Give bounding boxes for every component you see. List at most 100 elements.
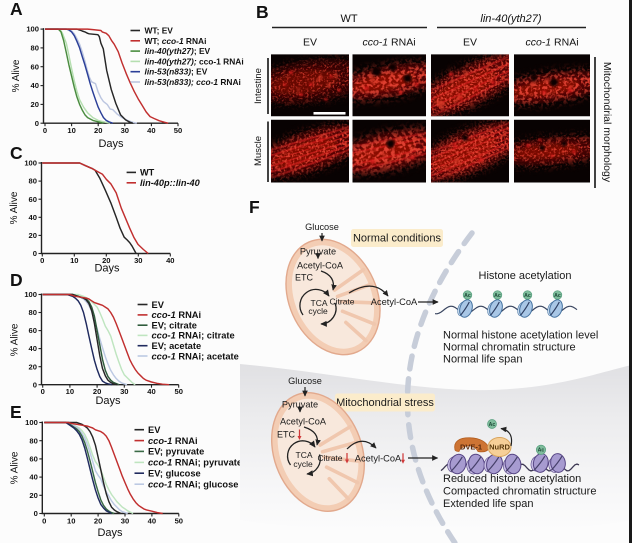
- svg-text:EV; pyruvate: EV; pyruvate: [148, 447, 204, 457]
- svg-text:WT; EV: WT; EV: [145, 26, 174, 36]
- svg-text:Intestine: Intestine: [253, 68, 264, 104]
- svg-text:E: E: [10, 402, 22, 422]
- svg-text:40: 40: [147, 387, 155, 396]
- svg-text:EV; citrate: EV; citrate: [152, 321, 197, 331]
- svg-text:% Alive: % Alive: [11, 59, 22, 92]
- svg-text:EV: EV: [303, 37, 317, 49]
- svg-text:Compacted chromatin structure: Compacted chromatin structure: [443, 486, 596, 498]
- svg-text:Glucose: Glucose: [305, 222, 339, 232]
- svg-text:Citrate: Citrate: [329, 297, 354, 307]
- svg-text:cco-1 RNAi: cco-1 RNAi: [525, 37, 578, 49]
- svg-text:40: 40: [166, 256, 174, 265]
- svg-text:% Alive: % Alive: [10, 323, 21, 356]
- svg-text:Acetyl-CoA: Acetyl-CoA: [371, 297, 418, 307]
- svg-text:ETC: ETC: [277, 430, 296, 440]
- svg-text:lin-53(n833); EV: lin-53(n833); EV: [145, 67, 208, 77]
- svg-text:40: 40: [147, 126, 155, 135]
- svg-text:100: 100: [26, 25, 39, 34]
- svg-text:WT; cco-1 RNAi: WT; cco-1 RNAi: [145, 36, 207, 46]
- svg-text:50: 50: [174, 126, 182, 135]
- svg-text:Histone acetylation: Histone acetylation: [479, 270, 572, 282]
- svg-text:Ac: Ac: [524, 293, 531, 299]
- svg-text:Normal conditions: Normal conditions: [353, 233, 442, 245]
- svg-text:Days: Days: [97, 527, 123, 539]
- svg-text:Days: Days: [95, 395, 121, 407]
- svg-text:A: A: [10, 0, 23, 19]
- svg-text:80: 80: [29, 177, 37, 186]
- svg-text:20: 20: [29, 362, 37, 371]
- svg-text:lin-40p::lin-40: lin-40p::lin-40: [140, 178, 201, 188]
- svg-text:60: 60: [29, 195, 37, 204]
- svg-text:Acetyl-CoA: Acetyl-CoA: [297, 261, 344, 271]
- svg-text:20: 20: [93, 387, 101, 396]
- svg-text:Days: Days: [98, 138, 124, 150]
- svg-text:0: 0: [42, 517, 46, 526]
- svg-text:cco-1 RNAi; glucose: cco-1 RNAi; glucose: [148, 480, 238, 490]
- svg-text:0: 0: [35, 119, 39, 128]
- svg-text:0: 0: [40, 256, 44, 265]
- svg-text:F: F: [249, 197, 260, 217]
- svg-text:50: 50: [175, 517, 183, 526]
- svg-text:cycle: cycle: [308, 306, 328, 316]
- svg-text:% Alive: % Alive: [9, 191, 20, 224]
- svg-text:Acetyl-CoA: Acetyl-CoA: [355, 454, 402, 464]
- svg-text:cco-1 RNAi: cco-1 RNAi: [362, 37, 415, 49]
- svg-text:EV: EV: [152, 300, 165, 310]
- svg-text:80: 80: [29, 436, 37, 445]
- svg-text:TCA: TCA: [311, 298, 328, 308]
- svg-text:lin-40(yth27); EV: lin-40(yth27); EV: [145, 46, 211, 56]
- svg-text:EV: EV: [463, 37, 477, 49]
- svg-text:Mitochondrial stress: Mitochondrial stress: [336, 397, 434, 409]
- svg-text:50: 50: [174, 387, 182, 396]
- svg-text:WT: WT: [340, 13, 357, 25]
- svg-text:30: 30: [134, 256, 142, 265]
- svg-text:10: 10: [67, 517, 75, 526]
- svg-text:40: 40: [31, 81, 39, 90]
- svg-text:EV; acetate: EV; acetate: [152, 341, 202, 351]
- svg-text:Normal chromatin structure: Normal chromatin structure: [443, 342, 576, 354]
- svg-text:30: 30: [121, 126, 129, 135]
- svg-text:D: D: [10, 270, 23, 290]
- svg-text:80: 80: [31, 44, 39, 53]
- svg-text:10: 10: [70, 256, 78, 265]
- svg-text:30: 30: [120, 387, 128, 396]
- svg-text:lin-53(n833); cco-1 RNAi: lin-53(n833); cco-1 RNAi: [145, 77, 241, 87]
- svg-text:Reduced histone acetylation: Reduced histone acetylation: [443, 473, 581, 485]
- svg-text:Ac: Ac: [538, 448, 545, 454]
- svg-text:lin-40(yth27); cco-1 RNAi: lin-40(yth27); cco-1 RNAi: [145, 56, 244, 66]
- svg-text:40: 40: [148, 517, 156, 526]
- svg-text:40: 40: [29, 213, 37, 222]
- svg-text:0: 0: [34, 509, 38, 518]
- svg-text:cco-1 RNAi; citrate: cco-1 RNAi; citrate: [152, 331, 235, 341]
- svg-text:20: 20: [94, 126, 102, 135]
- svg-text:ETC: ETC: [295, 273, 314, 283]
- svg-text:Muscle: Muscle: [253, 136, 264, 166]
- svg-text:Ac: Ac: [494, 293, 501, 299]
- svg-text:20: 20: [102, 256, 110, 265]
- svg-text:20: 20: [29, 231, 37, 240]
- svg-text:Mitochondrial morphology: Mitochondrial morphology: [601, 62, 613, 183]
- svg-text:Ac: Ac: [464, 293, 471, 299]
- svg-text:C: C: [10, 143, 23, 163]
- svg-text:Ac: Ac: [489, 422, 496, 428]
- svg-text:B: B: [256, 2, 269, 22]
- svg-text:60: 60: [31, 62, 39, 71]
- svg-text:DVE-1: DVE-1: [460, 443, 482, 452]
- svg-text:40: 40: [29, 344, 37, 353]
- svg-text:EV; glucose: EV; glucose: [148, 469, 201, 479]
- svg-text:Normal histone acetylation lev: Normal histone acetylation level: [443, 330, 598, 342]
- svg-text:10: 10: [66, 387, 74, 396]
- svg-text:Extended life span: Extended life span: [443, 498, 534, 510]
- svg-text:WT: WT: [140, 168, 155, 178]
- svg-text:Pyruvate: Pyruvate: [282, 400, 318, 410]
- svg-text:60: 60: [29, 455, 37, 464]
- svg-text:% Alive: % Alive: [10, 451, 21, 484]
- svg-text:0: 0: [33, 249, 37, 258]
- svg-text:cco-1 RNAi: cco-1 RNAi: [148, 436, 198, 446]
- svg-text:cycle: cycle: [293, 459, 313, 469]
- svg-text:TCA: TCA: [296, 450, 313, 460]
- svg-text:lin-40(yth27): lin-40(yth27): [480, 13, 541, 25]
- svg-text:Normal life span: Normal life span: [443, 354, 522, 366]
- svg-text:100: 100: [24, 290, 37, 299]
- svg-text:cco-1 RNAi; acetate: cco-1 RNAi; acetate: [152, 351, 239, 361]
